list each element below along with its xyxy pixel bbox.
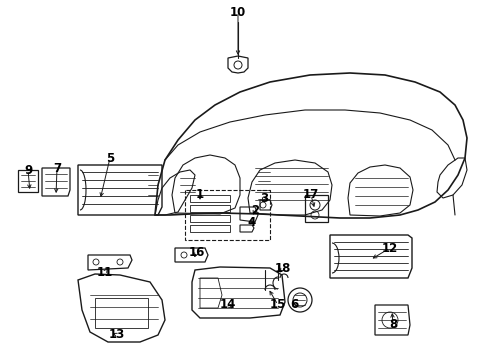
Text: 5: 5	[106, 152, 114, 165]
Text: 15: 15	[270, 298, 286, 311]
Text: 14: 14	[220, 298, 236, 311]
Text: 18: 18	[275, 261, 291, 274]
Text: 6: 6	[290, 298, 298, 311]
Text: 13: 13	[109, 328, 125, 342]
Text: 16: 16	[189, 246, 205, 258]
Text: 8: 8	[389, 319, 397, 332]
Text: 12: 12	[382, 242, 398, 255]
Text: 1: 1	[196, 189, 204, 202]
Text: 9: 9	[24, 163, 32, 176]
Text: 4: 4	[248, 216, 256, 229]
Text: 17: 17	[303, 189, 319, 202]
Text: 11: 11	[97, 266, 113, 279]
Text: 3: 3	[260, 192, 268, 204]
Text: 7: 7	[53, 162, 61, 175]
Text: 10: 10	[230, 5, 246, 18]
Text: 2: 2	[251, 203, 259, 216]
